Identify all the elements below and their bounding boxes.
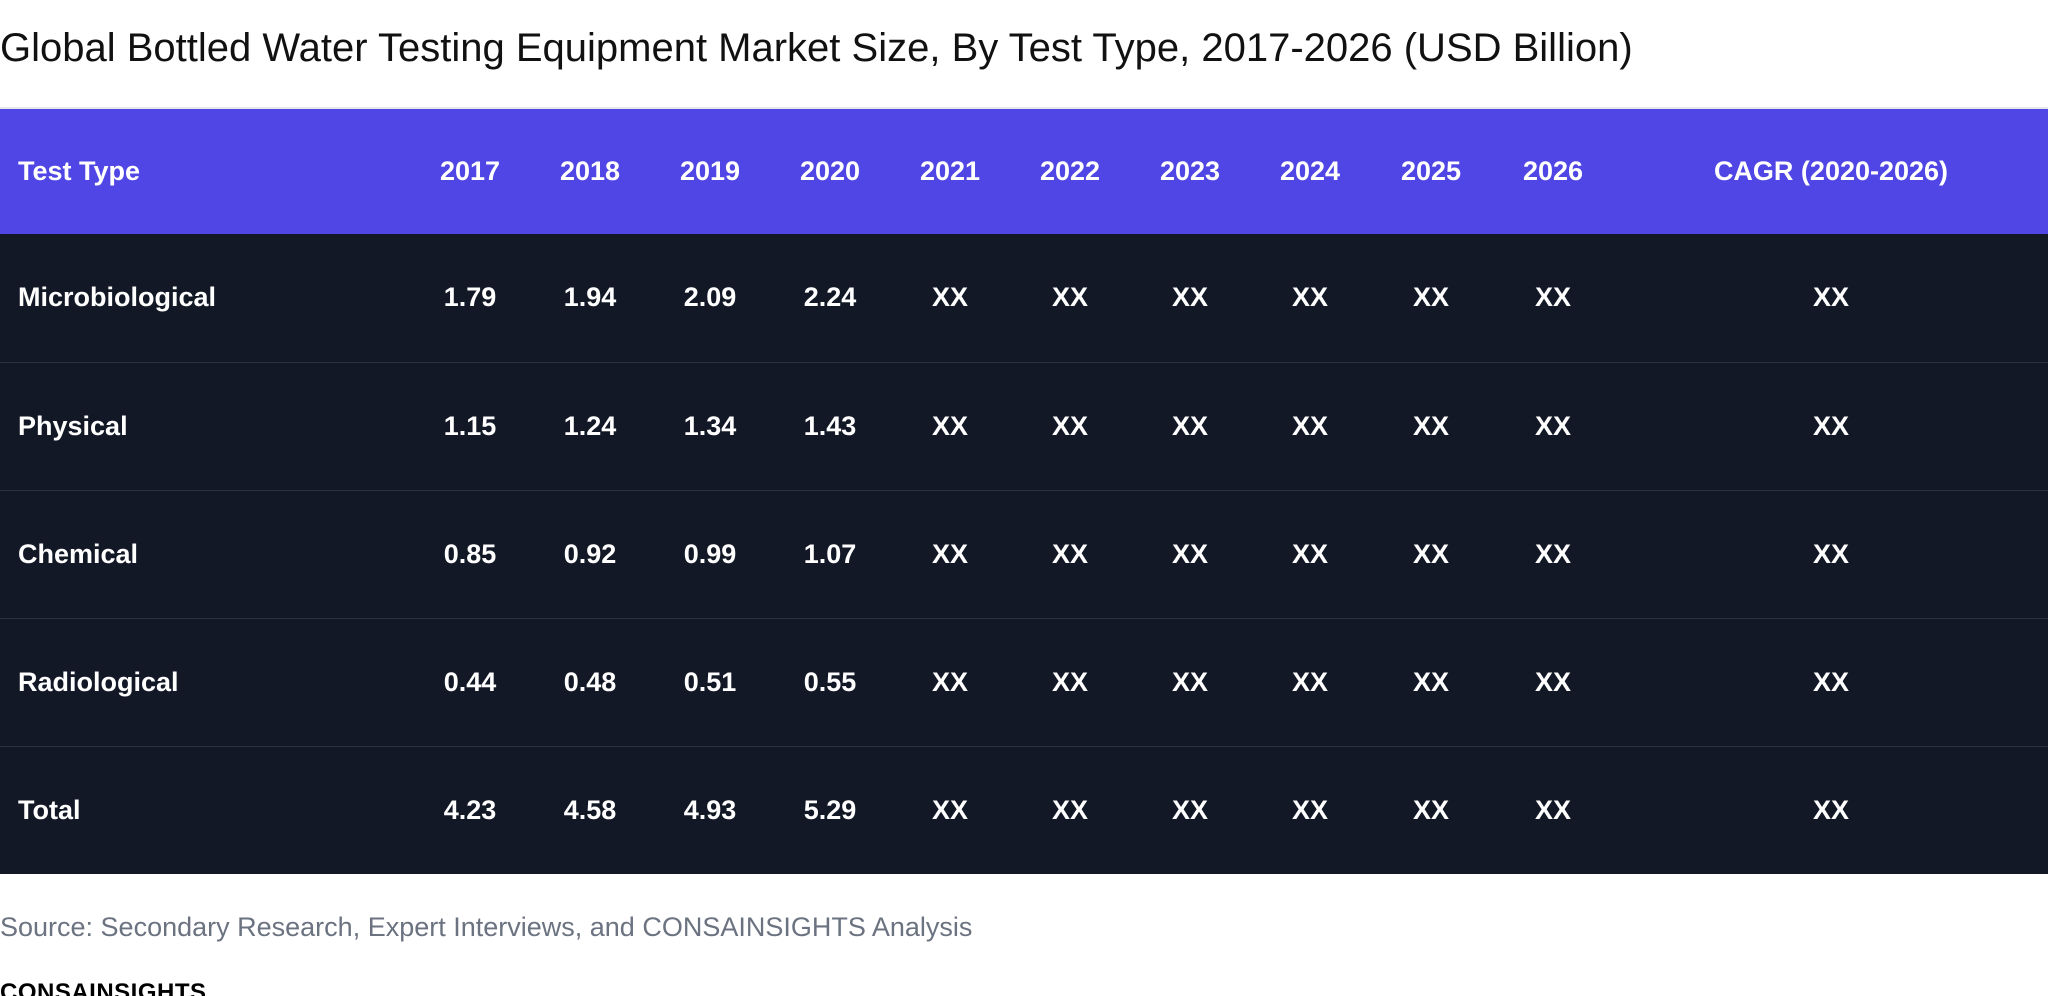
- table-cell: 0.44: [443, 666, 497, 697]
- table-cell: 4.23: [443, 794, 497, 825]
- table-cell: XX: [931, 538, 969, 569]
- table-cell: XX: [1291, 666, 1329, 697]
- table-row: Microbiological 1.79 1.94 2.09 2.24 XX XX XX XX X…: [0, 234, 2048, 362]
- column-header: 2025: [1400, 156, 1462, 186]
- table-cell: 1.79: [443, 282, 497, 313]
- table-cell: 1.07: [803, 538, 857, 569]
- table-cell: XX: [1812, 282, 1850, 313]
- table-cell: XX: [1534, 666, 1572, 697]
- table-cell: XX: [1171, 666, 1209, 697]
- table-cell: 5.29: [803, 794, 857, 825]
- page-title: Global Bottled Water Testing Equipment M…: [0, 26, 1633, 70]
- table-cell: XX: [1812, 794, 1850, 825]
- column-header: 2024: [1279, 156, 1341, 186]
- header-row: Test Type 2017 2018 2019 2020 2021 2022 2023 202…: [0, 109, 2048, 234]
- row-label: Physical: [18, 410, 128, 441]
- table-cell: 2.24: [803, 282, 857, 313]
- table-cell: XX: [1412, 538, 1450, 569]
- title-divider: [0, 107, 2048, 109]
- table-cell: XX: [1534, 282, 1572, 313]
- market-size-table: Test Type 2017 2018 2019 2020 2021 2022 2023 202…: [0, 109, 2048, 874]
- column-header: 2026: [1522, 156, 1584, 186]
- column-header: 2017: [439, 156, 501, 186]
- table-row: Total 4.23 4.58 4.93 5.29 XX XX XX XX XX XX XX: [0, 746, 2048, 874]
- table-cell: XX: [1412, 410, 1450, 441]
- table-cell: 1.15: [443, 410, 497, 441]
- table-cell: XX: [931, 410, 969, 441]
- table-cell: 0.99: [683, 538, 737, 569]
- table-cell: 4.93: [683, 794, 737, 825]
- column-header: 2021: [919, 156, 981, 186]
- table-cell: XX: [1812, 538, 1850, 569]
- table-cell: XX: [1051, 282, 1089, 313]
- row-label: Microbiological: [18, 282, 217, 313]
- table-cell: XX: [1051, 410, 1089, 441]
- row-label: Radiological: [18, 666, 179, 697]
- table-cell: 4.58: [563, 794, 617, 825]
- table-cell: 1.43: [803, 410, 857, 441]
- table-cell: XX: [1171, 538, 1209, 569]
- table-row: Radiological 0.44 0.48 0.51 0.55 XX XX XX XX XX XX…: [0, 618, 2048, 746]
- table-cell: XX: [1534, 538, 1572, 569]
- brand-logo: CONSAINSIGHTS: [0, 979, 207, 996]
- column-header: 2023: [1159, 156, 1221, 186]
- table-cell: XX: [1051, 538, 1089, 569]
- column-header: 2022: [1039, 156, 1101, 186]
- row-label: Total: [18, 794, 81, 825]
- row-label: Chemical: [18, 538, 139, 569]
- table-cell: XX: [1412, 282, 1450, 313]
- table-cell: XX: [1812, 410, 1850, 441]
- table-cell: XX: [1051, 666, 1089, 697]
- table-cell: 1.94: [563, 282, 617, 313]
- table-cell: XX: [1051, 794, 1089, 825]
- table-cell: XX: [1291, 282, 1329, 313]
- table-row: Physical 1.15 1.24 1.34 1.43 XX XX XX XX XX XX XX: [0, 362, 2048, 490]
- table-cell: XX: [1171, 282, 1209, 313]
- source-note: Source: Secondary Research, Expert Inter…: [0, 912, 973, 942]
- table-cell: XX: [931, 282, 969, 313]
- table-cell: XX: [1171, 410, 1209, 441]
- table-body: Microbiological 1.79 1.94 2.09 2.24 XX XX XX XX X…: [0, 234, 2048, 874]
- table-cell: 0.92: [563, 538, 617, 569]
- table-cell: XX: [1534, 794, 1572, 825]
- table-cell: XX: [931, 794, 969, 825]
- column-header-test-type: Test Type: [18, 156, 141, 186]
- column-header: 2019: [679, 156, 741, 186]
- table-cell: XX: [931, 666, 969, 697]
- table-cell: XX: [1291, 538, 1329, 569]
- table-header: Test Type 2017 2018 2019 2020 2021 2022 2023 202…: [0, 109, 2048, 234]
- table-cell: 1.24: [563, 410, 617, 441]
- table-cell: 1.34: [683, 410, 737, 441]
- column-header: 2020: [799, 156, 861, 186]
- table-cell: XX: [1534, 410, 1572, 441]
- table-cell: XX: [1812, 666, 1850, 697]
- table-cell: XX: [1412, 666, 1450, 697]
- table-cell: 0.48: [563, 666, 617, 697]
- table-row: Chemical 0.85 0.92 0.99 1.07 XX XX XX XX XX XX XX: [0, 490, 2048, 618]
- table-cell: XX: [1171, 794, 1209, 825]
- table-cell: XX: [1412, 794, 1450, 825]
- table-cell: 0.55: [803, 666, 857, 697]
- table-cell: 0.51: [683, 666, 737, 697]
- table-cell: 0.85: [443, 538, 497, 569]
- column-header: 2018: [559, 156, 621, 186]
- table-cell: XX: [1291, 410, 1329, 441]
- column-header: CAGR (2020-2026): [1713, 156, 1949, 186]
- table-cell: XX: [1291, 794, 1329, 825]
- table-cell: 2.09: [683, 282, 737, 313]
